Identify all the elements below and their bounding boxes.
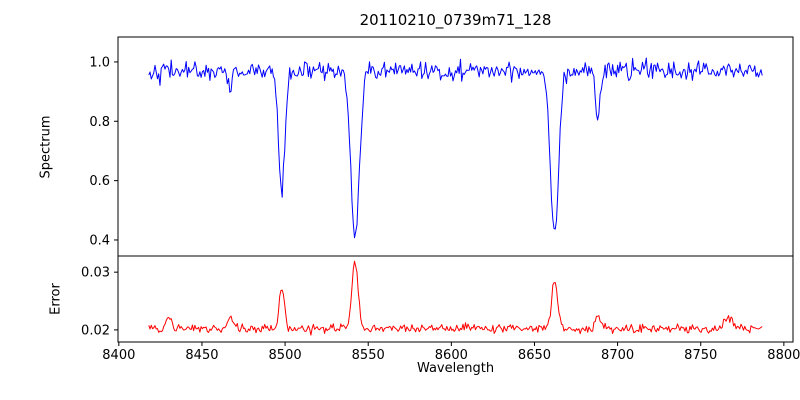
x-tick-label: 8600 [435, 348, 468, 363]
spectrum-y-tick-label: 0.4 [89, 234, 110, 249]
spectrum-y-tick-label: 0.6 [89, 174, 110, 189]
x-tick-label: 8450 [185, 348, 218, 363]
x-axis-label: Wavelength [416, 361, 495, 376]
x-tick-label: 8700 [601, 348, 634, 363]
error-axes-frame [117, 255, 794, 343]
x-tick-label: 8800 [767, 348, 800, 363]
spectrum-y-tick-label: 0.8 [89, 115, 110, 130]
error-line [148, 260, 763, 336]
x-tick-label: 8500 [269, 348, 302, 363]
x-tick-label: 8650 [518, 348, 551, 363]
error-y-tick-label: 0.02 [81, 323, 110, 338]
chart-title: 20110210_0739m71_128 [359, 11, 552, 29]
error-y-tick-label: 0.03 [81, 266, 110, 281]
x-tick-label: 8400 [102, 348, 135, 363]
spectrum-y-tick-label: 1.0 [89, 55, 110, 70]
x-tick-label: 8750 [684, 348, 717, 363]
spectrum-line [148, 57, 763, 239]
x-tick-label: 8550 [352, 348, 385, 363]
